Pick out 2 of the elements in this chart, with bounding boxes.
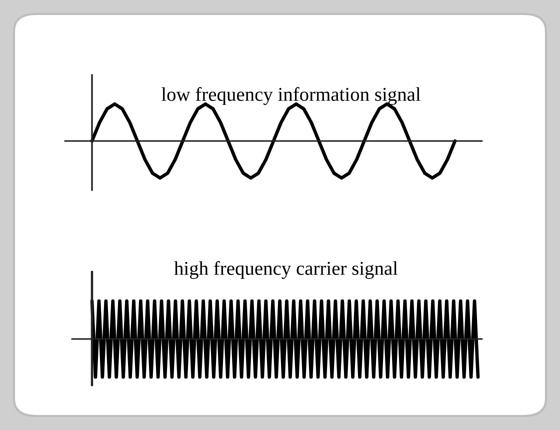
chart-title: low frequency information signal [162,87,420,105]
chart-title: high frequency carrier signal [174,261,398,279]
